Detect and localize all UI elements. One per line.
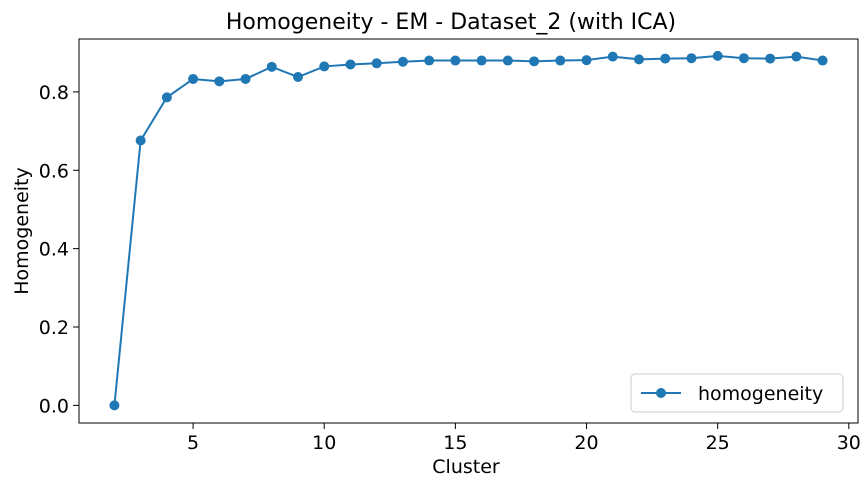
data-point — [817, 55, 828, 66]
x-tick-label: 15 — [443, 432, 467, 454]
data-point — [660, 53, 671, 64]
data-point — [607, 51, 618, 62]
plot-area — [109, 50, 828, 411]
data-point — [397, 56, 408, 67]
data-point — [266, 61, 277, 72]
data-point — [633, 54, 644, 65]
y-tick-label: 0.2 — [39, 317, 69, 339]
data-point — [135, 135, 146, 146]
legend: homogeneity — [630, 373, 844, 413]
data-point — [424, 55, 435, 66]
data-point — [371, 58, 382, 69]
data-point — [293, 72, 304, 83]
data-point — [161, 92, 172, 103]
data-point — [450, 55, 461, 66]
data-point — [581, 55, 592, 66]
plot-frame — [78, 38, 859, 424]
data-point — [214, 76, 225, 87]
x-tick-label: 30 — [837, 432, 861, 454]
data-point — [319, 61, 330, 72]
y-tick-label: 0.6 — [39, 160, 69, 182]
x-tick-label: 5 — [187, 432, 199, 454]
x-tick-label: 25 — [706, 432, 730, 454]
data-point — [791, 51, 802, 62]
x-tick-label: 10 — [312, 432, 336, 454]
legend-label: homogeneity — [698, 383, 823, 405]
data-point — [738, 53, 749, 64]
x-axis: 5 10 15 20 25 30 — [187, 423, 861, 454]
data-point — [240, 73, 251, 84]
data-point — [529, 56, 540, 67]
chart-title: Homogeneity - EM - Dataset_2 (with ICA) — [226, 10, 676, 35]
data-point — [476, 55, 487, 66]
y-tick-label: 0.0 — [39, 395, 69, 417]
series-line-homogeneity — [113, 54, 823, 406]
y-axis: 0.0 0.2 0.4 0.6 0.8 — [39, 82, 79, 417]
data-point — [765, 53, 776, 64]
y-tick-label: 0.8 — [39, 82, 69, 104]
data-point — [712, 50, 723, 61]
legend-box — [630, 373, 844, 413]
data-point — [109, 400, 120, 411]
legend-marker — [656, 388, 666, 398]
data-point — [686, 53, 697, 64]
y-axis-label: Homogeneity — [11, 167, 33, 295]
data-point — [555, 55, 566, 66]
x-tick-label: 20 — [574, 432, 598, 454]
y-tick-label: 0.4 — [39, 239, 69, 261]
x-axis-label: Cluster — [432, 456, 500, 478]
data-point — [502, 55, 513, 66]
data-point — [188, 73, 199, 84]
data-point — [345, 59, 356, 70]
